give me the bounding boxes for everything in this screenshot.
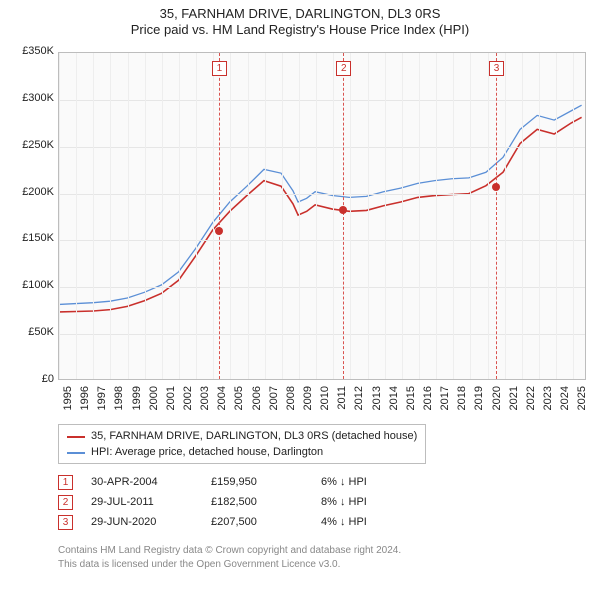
x-axis-label: 2004 — [216, 386, 228, 426]
y-axis-label: £0 — [6, 373, 54, 385]
y-axis-label: £200K — [6, 186, 54, 198]
table-row: 2 29-JUL-2011£182,5008% ↓ HPI — [58, 492, 411, 512]
x-axis-label: 2022 — [525, 386, 537, 426]
sale-price: £182,500 — [211, 496, 321, 508]
sale-vs-hpi: 6% ↓ HPI — [321, 476, 411, 488]
sale-price: £207,500 — [211, 516, 321, 528]
x-axis-label: 2002 — [182, 386, 194, 426]
sale-event-line — [343, 53, 344, 379]
x-axis-label: 1998 — [113, 386, 125, 426]
x-axis-label: 2009 — [302, 386, 314, 426]
sale-price: £159,950 — [211, 476, 321, 488]
price-chart: 1 2 3 — [58, 52, 586, 380]
x-axis-label: 2019 — [473, 386, 485, 426]
x-axis-label: 2024 — [559, 386, 571, 426]
sale-date: 29-JUL-2011 — [91, 496, 211, 508]
x-axis-label: 2001 — [165, 386, 177, 426]
sale-event-flag: 2 — [336, 61, 351, 76]
series-line — [59, 105, 582, 304]
x-axis-label: 2021 — [508, 386, 520, 426]
x-axis-label: 2018 — [456, 386, 468, 426]
x-axis-label: 1996 — [79, 386, 91, 426]
x-axis-label: 2005 — [233, 386, 245, 426]
x-axis-label: 2008 — [285, 386, 297, 426]
legend-swatch — [67, 452, 85, 454]
legend-swatch — [67, 436, 85, 438]
sale-event-line — [496, 53, 497, 379]
y-axis-label: £50K — [6, 326, 54, 338]
x-axis-label: 2006 — [251, 386, 263, 426]
y-axis-label: £300K — [6, 92, 54, 104]
legend-item: 35, FARNHAM DRIVE, DARLINGTON, DL3 0RS (… — [67, 429, 417, 445]
x-axis-label: 1999 — [131, 386, 143, 426]
sale-event-marker — [492, 183, 500, 191]
legend-label: 35, FARNHAM DRIVE, DARLINGTON, DL3 0RS (… — [91, 429, 417, 445]
sale-event-flag: 3 — [489, 61, 504, 76]
x-axis-label: 1995 — [62, 386, 74, 426]
table-row: 3 29-JUN-2020£207,5004% ↓ HPI — [58, 512, 411, 532]
x-axis-label: 2003 — [199, 386, 211, 426]
table-row: 1 30-APR-2004£159,9506% ↓ HPI — [58, 472, 411, 492]
sale-vs-hpi: 4% ↓ HPI — [321, 516, 411, 528]
x-axis-label: 2025 — [576, 386, 588, 426]
chart-legend: 35, FARNHAM DRIVE, DARLINGTON, DL3 0RS (… — [58, 424, 426, 464]
legend-label: HPI: Average price, detached house, Darl… — [91, 445, 323, 461]
footer-line-1: Contains HM Land Registry data © Crown c… — [58, 544, 401, 558]
x-axis-label: 2023 — [542, 386, 554, 426]
sale-event-line — [219, 53, 220, 379]
x-axis-label: 2011 — [336, 386, 348, 426]
footer-line-2: This data is licensed under the Open Gov… — [58, 558, 401, 572]
table-flag: 2 — [58, 495, 73, 510]
x-axis-label: 2012 — [353, 386, 365, 426]
sale-event-flag: 1 — [212, 61, 227, 76]
chart-title-address: 35, FARNHAM DRIVE, DARLINGTON, DL3 0RS — [0, 6, 600, 22]
x-axis-label: 2010 — [319, 386, 331, 426]
x-axis-label: 2014 — [388, 386, 400, 426]
y-axis-label: £250K — [6, 139, 54, 151]
x-axis-label: 2016 — [422, 386, 434, 426]
sale-event-marker — [215, 227, 223, 235]
sale-event-marker — [339, 206, 347, 214]
x-axis-label: 2017 — [439, 386, 451, 426]
sale-date: 30-APR-2004 — [91, 476, 211, 488]
table-flag: 3 — [58, 515, 73, 530]
x-axis-label: 2015 — [405, 386, 417, 426]
x-axis-label: 2007 — [268, 386, 280, 426]
x-axis-label: 1997 — [96, 386, 108, 426]
data-attribution: Contains HM Land Registry data © Crown c… — [58, 544, 401, 571]
x-axis-label: 2020 — [491, 386, 503, 426]
y-axis-label: £150K — [6, 232, 54, 244]
sale-vs-hpi: 8% ↓ HPI — [321, 496, 411, 508]
legend-item: HPI: Average price, detached house, Darl… — [67, 445, 417, 461]
sales-table: 1 30-APR-2004£159,9506% ↓ HPI 2 29-JUL-2011… — [58, 472, 411, 532]
sale-date: 29-JUN-2020 — [91, 516, 211, 528]
y-axis-label: £100K — [6, 279, 54, 291]
y-axis-label: £350K — [6, 45, 54, 57]
table-flag: 1 — [58, 475, 73, 490]
x-axis-label: 2000 — [148, 386, 160, 426]
chart-title-subtitle: Price paid vs. HM Land Registry's House … — [0, 22, 600, 38]
x-axis-label: 2013 — [371, 386, 383, 426]
